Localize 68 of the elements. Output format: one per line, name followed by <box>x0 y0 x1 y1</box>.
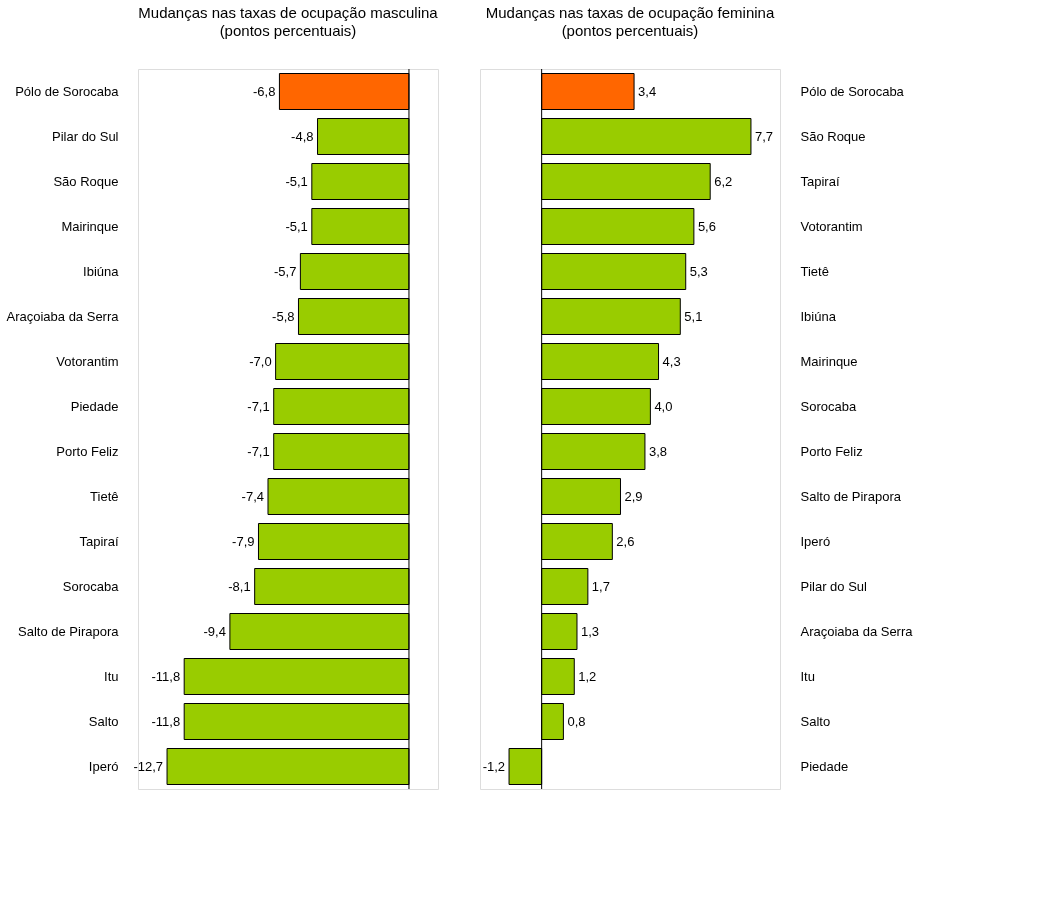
y-tick-label: Itu <box>104 668 119 684</box>
y-tick-label: Piedade <box>70 398 119 414</box>
chart-subtitle: (pontos percentuais) <box>219 21 357 39</box>
data-label: -8,1 <box>228 578 251 594</box>
y-tick-label: Votorantim <box>56 353 119 369</box>
y-tick-label: Pilar do Sul <box>52 128 119 144</box>
data-label: -5,1 <box>285 173 308 189</box>
data-label: -4,8 <box>291 128 314 144</box>
y-tick-label: Ibiúna <box>83 263 120 279</box>
data-label: -5,7 <box>273 263 297 279</box>
data-label: -7,1 <box>247 398 270 414</box>
data-label: -1,2 <box>482 758 506 774</box>
y-tick-label: Iperó <box>88 758 119 774</box>
data-label: 5,6 <box>697 218 716 234</box>
data-label: 0,8 <box>567 713 586 729</box>
data-label: -7,0 <box>249 353 272 369</box>
y-tick-label: São Roque <box>53 173 119 189</box>
data-label: -7,1 <box>247 443 270 459</box>
y-tick-label: Tietê <box>90 488 119 504</box>
data-label: 1,3 <box>580 623 600 639</box>
chart-title: Mudanças nas taxas de ocupação masculina <box>138 3 439 21</box>
data-label: -12,7 <box>133 758 164 774</box>
y-tick-label: Salto <box>800 713 831 729</box>
y-tick-label: Araçoiaba da Serra <box>800 623 914 639</box>
data-label: -5,1 <box>285 218 308 234</box>
y-tick-label: Ibiúna <box>800 308 837 324</box>
y-tick-label: Pilar do Sul <box>800 578 868 594</box>
data-label: 4,0 <box>654 398 673 414</box>
y-tick-label: São Roque <box>800 128 866 144</box>
y-tick-label: Porto Feliz <box>56 443 119 459</box>
y-tick-label: Porto Feliz <box>800 443 863 459</box>
data-label: 2,6 <box>616 533 635 549</box>
y-tick-label: Tapiraí <box>79 533 119 549</box>
data-label: -11,8 <box>151 668 181 684</box>
data-label: 1,2 <box>578 668 597 684</box>
y-tick-label: Mairinque <box>800 353 858 369</box>
data-label: 5,3 <box>689 263 708 279</box>
y-tick-label: Salto de Pirapora <box>18 623 120 639</box>
chart-title: Mudanças nas taxas de ocupação feminina <box>485 3 775 21</box>
y-tick-label: Tietê <box>800 263 829 279</box>
data-label: 4,3 <box>662 353 681 369</box>
y-tick-label: Salto <box>88 713 119 729</box>
data-label: 2,9 <box>624 488 643 504</box>
y-tick-label: Itu <box>800 668 815 684</box>
y-tick-label: Sorocaba <box>800 398 857 414</box>
y-tick-label: Araçoiaba da Serra <box>6 308 120 324</box>
y-tick-label: Pólo de Sorocaba <box>800 83 905 99</box>
data-label: -6,8 <box>253 83 276 99</box>
data-label: 7,7 <box>754 128 774 144</box>
y-tick-label: Pólo de Sorocaba <box>15 83 120 99</box>
data-label: 3,4 <box>638 83 657 99</box>
y-tick-label: Mairinque <box>61 218 119 234</box>
y-tick-label: Tapiraí <box>800 173 840 189</box>
y-tick-label: Iperó <box>800 533 831 549</box>
data-label: -11,8 <box>151 713 181 729</box>
data-label: 3,8 <box>648 443 668 459</box>
data-label: -7,4 <box>241 488 264 504</box>
y-tick-label: Sorocaba <box>62 578 120 594</box>
data-label: 5,1 <box>684 308 703 324</box>
data-label: -5,8 <box>272 308 295 324</box>
y-tick-label: Votorantim <box>800 218 863 234</box>
data-label: 1,7 <box>591 578 610 594</box>
data-label: 6,2 <box>714 173 733 189</box>
y-tick-label: Salto de Pirapora <box>800 488 902 504</box>
chart-subtitle: (pontos percentuais) <box>561 21 699 39</box>
data-label: -7,9 <box>232 533 255 549</box>
y-tick-label: Piedade <box>800 758 849 774</box>
data-label: -9,4 <box>203 623 226 639</box>
